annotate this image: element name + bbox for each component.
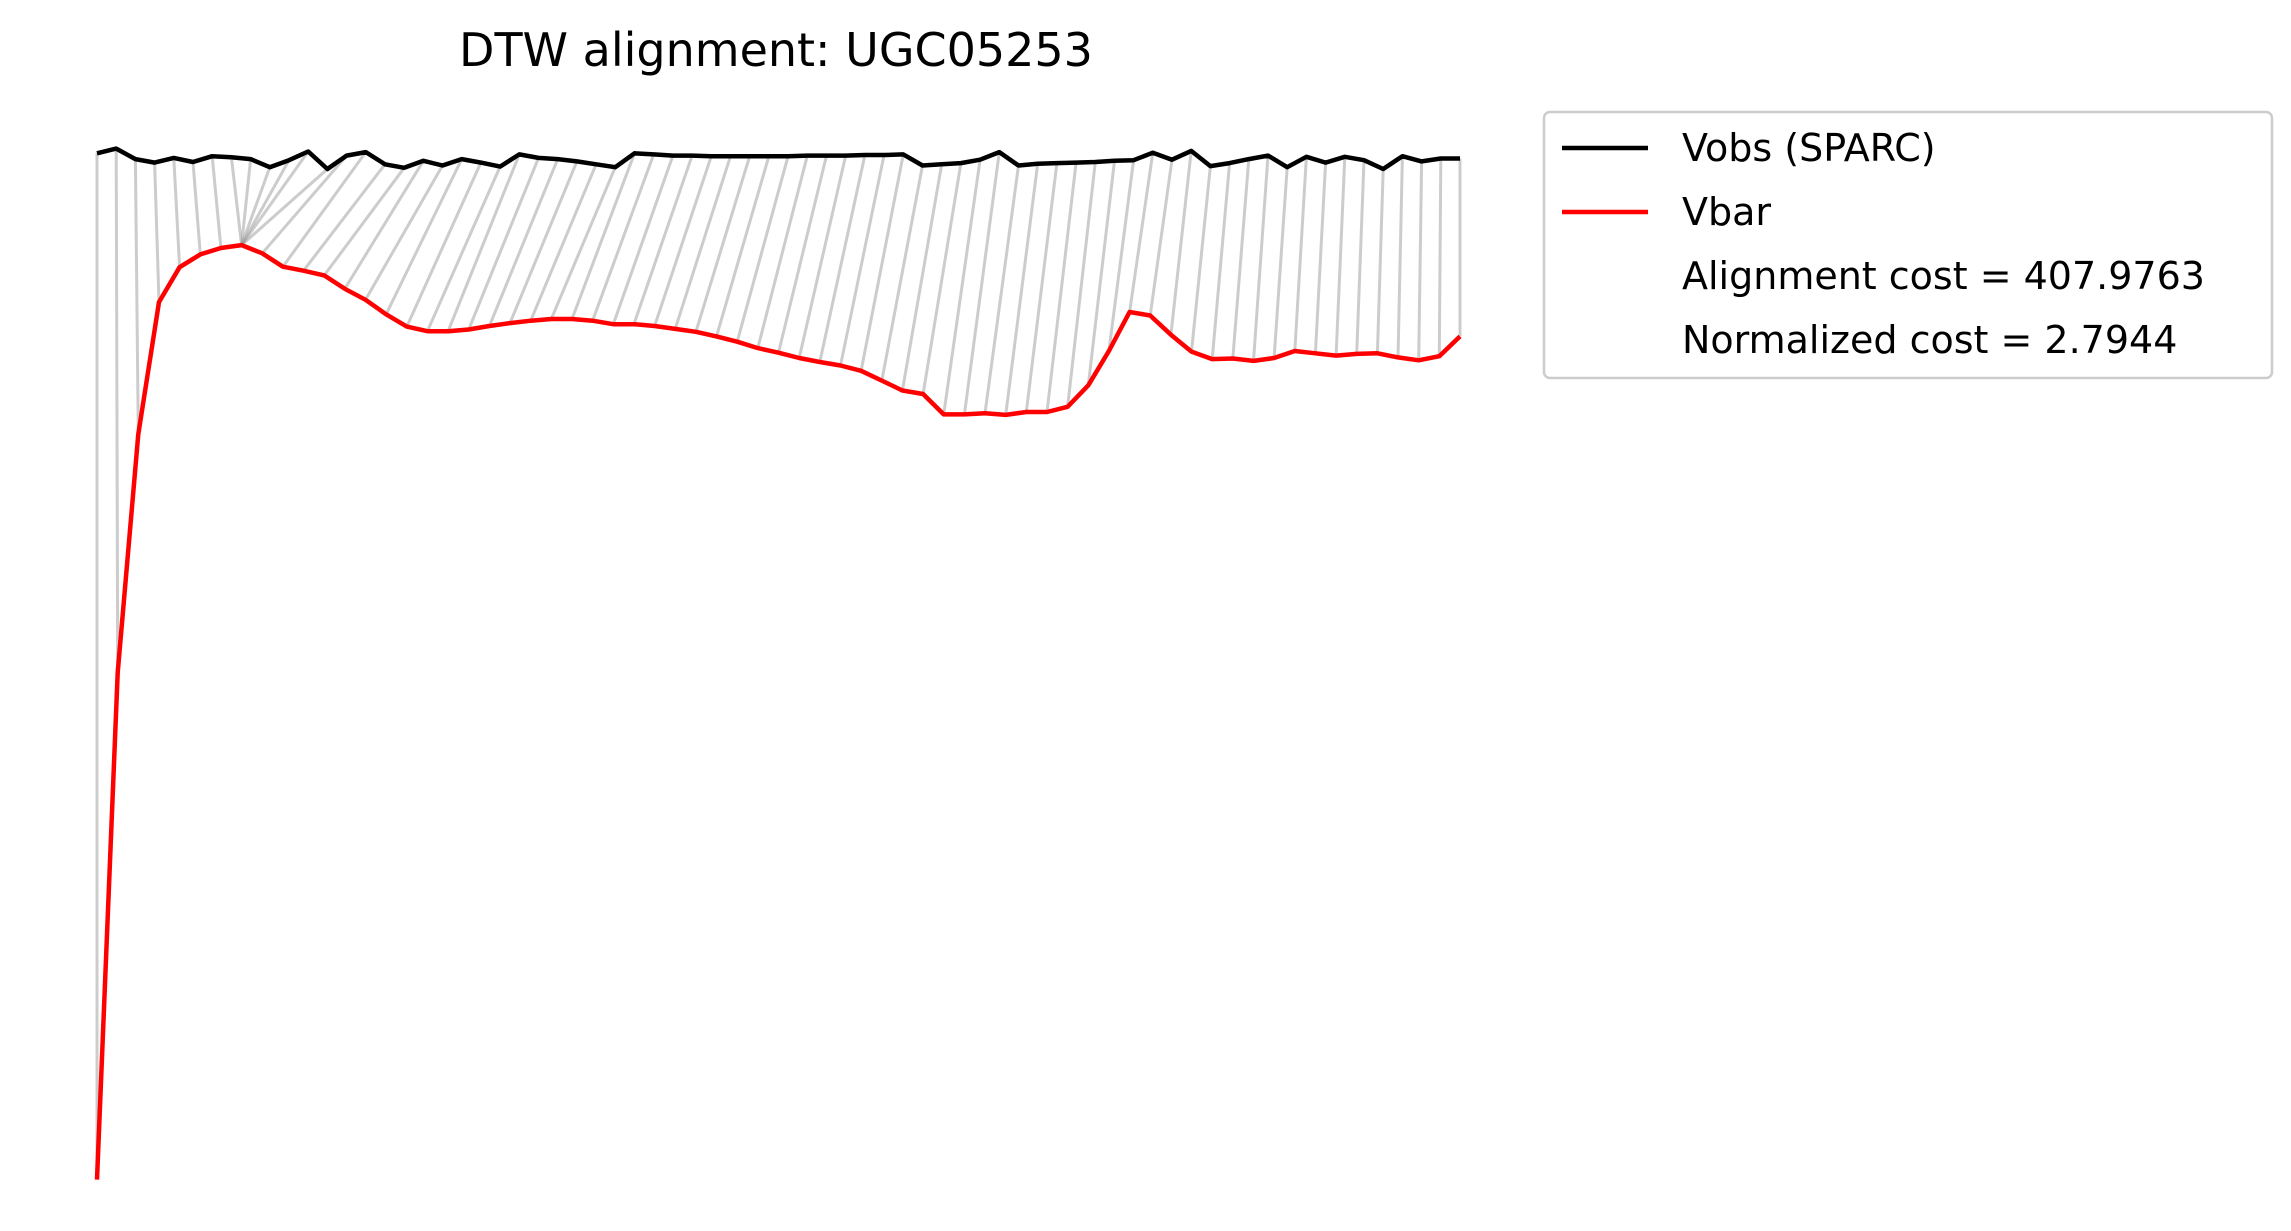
legend-label-normalized-cost: Normalized cost = 2.7944 xyxy=(1682,318,2177,362)
alignment-line xyxy=(281,151,368,268)
alignment-line xyxy=(1293,156,1308,352)
alignment-line xyxy=(756,155,809,349)
alignment-line xyxy=(1086,160,1116,386)
alignment-line xyxy=(240,159,291,246)
alignment-line xyxy=(611,155,675,325)
alignment-line xyxy=(1437,158,1443,357)
alignment-line xyxy=(191,161,202,255)
alignment-line xyxy=(735,155,790,343)
alignment-line xyxy=(240,166,272,246)
legend-label-vbar: Vbar xyxy=(1682,190,1771,234)
alignment-line xyxy=(405,161,483,328)
alignment-line xyxy=(343,160,425,290)
alignment-line xyxy=(591,153,656,322)
alignment-line xyxy=(114,148,120,673)
alignment-line xyxy=(488,158,560,327)
series-lines xyxy=(94,146,1462,1180)
alignment-line xyxy=(1355,160,1366,354)
alignment-line xyxy=(1417,161,1424,361)
series-line-vobs xyxy=(96,146,1460,172)
alignment-line xyxy=(133,159,140,435)
alignment-line xyxy=(1066,161,1097,407)
alignment-line xyxy=(632,155,694,325)
alignment-line xyxy=(673,155,732,330)
alignment-line xyxy=(549,166,617,320)
alignment-line xyxy=(1190,165,1212,352)
alignment-line xyxy=(818,154,867,363)
alignment-line xyxy=(229,157,244,246)
legend-label-alignment-cost: Alignment cost = 407.9763 xyxy=(1682,254,2205,298)
alignment-line xyxy=(1169,150,1193,335)
alignment-line xyxy=(694,155,752,333)
alignment-line xyxy=(1272,167,1289,359)
alignment-line xyxy=(1148,159,1174,316)
alignment-line xyxy=(384,158,464,315)
alignment-line xyxy=(153,162,161,303)
alignment-line xyxy=(962,151,1001,415)
alignment-line xyxy=(302,163,387,272)
alignment-line xyxy=(1252,155,1270,362)
alignment-line xyxy=(1107,160,1136,352)
alignment-line xyxy=(859,154,905,372)
alignment-line xyxy=(715,155,771,337)
alignment-line xyxy=(1334,156,1347,356)
alignment-line xyxy=(240,158,253,246)
alignment-line xyxy=(921,162,963,395)
alignment-line xyxy=(508,160,579,324)
alignment-line xyxy=(1024,162,1059,413)
alignment-line xyxy=(880,165,924,381)
alignment-line xyxy=(1045,162,1078,413)
alignment-line xyxy=(983,165,1020,414)
legend-frame xyxy=(1542,110,2274,380)
alignment-line xyxy=(1004,163,1040,416)
alignment-lines xyxy=(95,148,1462,1180)
alignment-line xyxy=(570,152,636,320)
alignment-line xyxy=(240,167,329,247)
alignment-line xyxy=(1210,162,1232,360)
alignment-line xyxy=(322,166,406,277)
legend: Vobs (SPARC) Vbar Alignment cost = 407.9… xyxy=(1542,110,2274,380)
alignment-line xyxy=(426,165,502,332)
alignment-line xyxy=(839,154,886,366)
alignment-line xyxy=(653,155,713,327)
alignment-line xyxy=(172,157,182,268)
alignment-line xyxy=(240,150,310,246)
legend-label-vobs: Vobs (SPARC) xyxy=(1682,126,1936,170)
alignment-line xyxy=(797,155,848,359)
series-line-vbar xyxy=(94,242,1462,1180)
alignment-line xyxy=(1313,162,1328,354)
alignment-line xyxy=(210,156,223,249)
alignment-line xyxy=(446,153,521,332)
alignment-line xyxy=(467,157,540,331)
alignment-line xyxy=(364,164,444,301)
alignment-line xyxy=(942,159,982,415)
alignment-line xyxy=(1396,156,1404,358)
alignment-line xyxy=(1231,158,1251,359)
alignment-line xyxy=(261,154,348,255)
chart-title: DTW alignment: UGC05253 xyxy=(459,23,1093,77)
alignment-line xyxy=(529,163,598,322)
alignment-line xyxy=(777,155,828,354)
alignment-line xyxy=(900,164,944,391)
alignment-line xyxy=(1375,168,1385,354)
alignment-line xyxy=(1128,152,1155,313)
